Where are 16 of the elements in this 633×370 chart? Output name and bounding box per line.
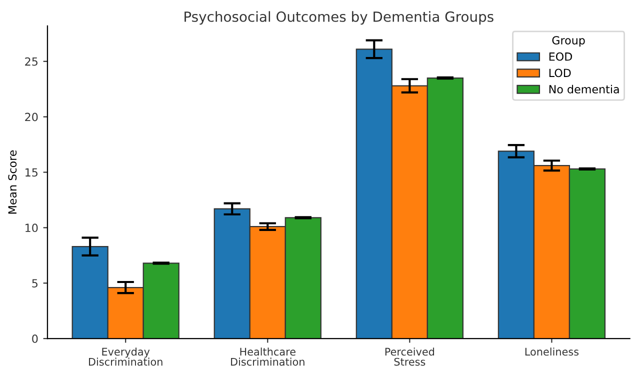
x-tick-label: Healthcare Discrimination xyxy=(231,348,304,366)
y-tick-label: 10 xyxy=(26,224,38,232)
x-tick-label: Loneliness xyxy=(525,348,579,356)
legend-label: LOD xyxy=(549,68,571,78)
legend-label: No dementia xyxy=(549,84,619,94)
x-tick-label: Everyday Discrimination xyxy=(89,348,162,366)
legend-label: EOD xyxy=(549,52,572,61)
legend-title: Group xyxy=(552,36,585,47)
y-tick-label: 0 xyxy=(32,334,38,343)
y-tick-label: 20 xyxy=(25,112,38,122)
y-tick-label: 5 xyxy=(32,279,38,288)
y-axis-title: Mean Score xyxy=(8,150,17,214)
chart-title: Psychosocial Outcomes by Dementia Groups xyxy=(184,11,494,25)
y-tick-label: 15 xyxy=(26,168,38,177)
y-tick-label: 25 xyxy=(25,57,38,66)
x-tick-label: Perceived Stress xyxy=(385,348,434,366)
